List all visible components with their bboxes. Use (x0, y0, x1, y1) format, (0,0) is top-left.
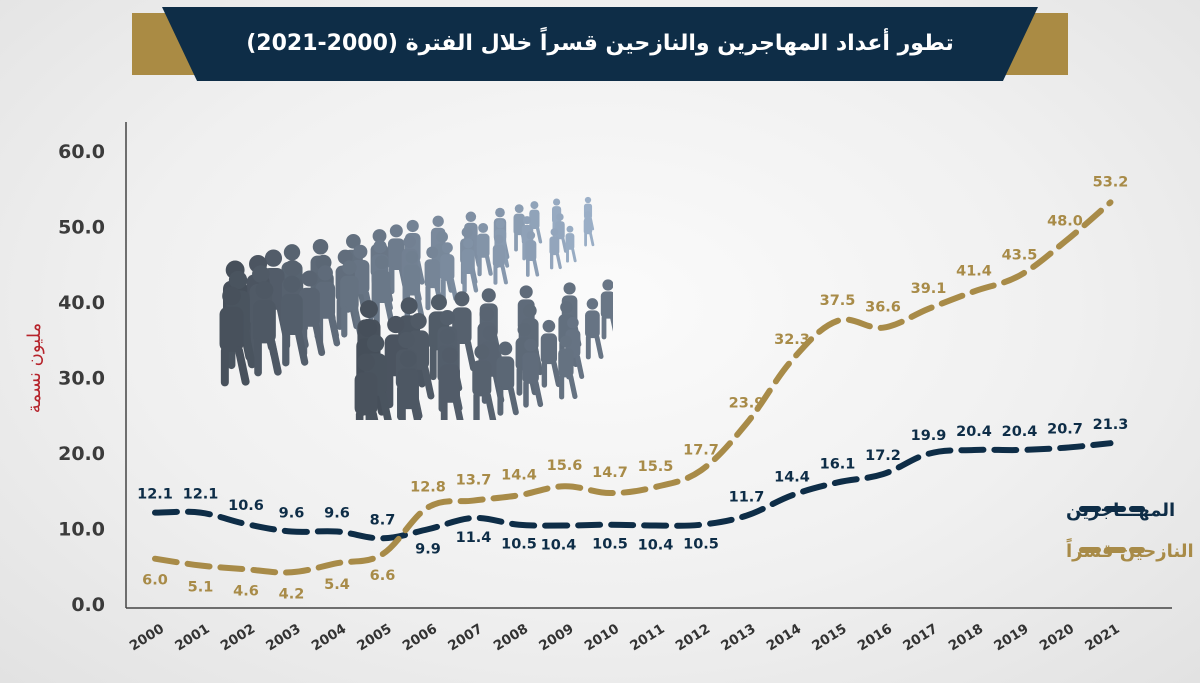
x-tick-label: 2018 (946, 621, 986, 654)
y-tick-label: 10.0 (58, 519, 105, 541)
data-label-migrants: 10.5 (683, 537, 719, 553)
y-tick-label: 40.0 (58, 292, 105, 314)
x-tick-label: 2019 (991, 621, 1031, 654)
data-label-displaced: 39.1 (911, 281, 947, 297)
data-label-migrants: 14.4 (774, 469, 810, 485)
data-label-displaced: 37.5 (820, 293, 856, 309)
x-tick-label: 2005 (354, 621, 394, 654)
data-label-migrants: 19.9 (911, 428, 947, 444)
data-labels: 12.1 12.110.6 9.6 9.6 8.79.911.4 10.5 10.4 10.5… (137, 174, 1128, 602)
data-label-displaced: 6.6 (370, 568, 396, 584)
data-label-displaced: 14.7 (592, 465, 628, 481)
x-tick-label: 2016 (855, 621, 895, 654)
data-label-displaced: 23.9 (729, 396, 765, 412)
y-tick-label: 0.0 (71, 594, 105, 616)
x-tick-label: 2004 (309, 621, 349, 654)
series-displaced-line (152, 199, 1114, 576)
x-tick-label: 2012 (673, 621, 713, 654)
data-label-displaced: 41.4 (956, 263, 992, 279)
x-tick-label: 2008 (491, 621, 531, 654)
data-label-migrants: 9.6 (324, 506, 350, 522)
series-migrants-line (152, 440, 1114, 542)
x-tick-label: 2014 (764, 621, 804, 654)
data-label-displaced: 17.7 (683, 442, 719, 458)
data-label-displaced: 15.5 (638, 459, 674, 475)
data-label-migrants: 16.1 (820, 456, 856, 472)
data-label-migrants: 8.7 (370, 512, 396, 528)
legend: المهـــاجرين النازحين قسراً (1066, 500, 1194, 562)
data-label-displaced: 4.2 (279, 586, 305, 602)
data-label-displaced: 36.6 (865, 300, 901, 316)
data-label-migrants: 11.7 (729, 490, 765, 506)
page-title: تطور أعداد المهاجرين والنازحين قسراً خلا… (246, 31, 954, 56)
data-label-migrants: 10.5 (501, 537, 537, 553)
data-label-displaced: 32.3 (774, 332, 810, 348)
data-label-migrants: 10.6 (228, 498, 264, 514)
data-label-migrants: 11.4 (456, 530, 492, 546)
x-tick-label: 2017 (900, 621, 940, 654)
title-box-navy (162, 7, 1038, 81)
data-label-migrants: 21.3 (1093, 417, 1129, 433)
y-axis-label: مليون نسمة (24, 323, 45, 413)
x-tick-label: 2002 (218, 621, 258, 654)
data-label-migrants: 20.4 (1002, 424, 1038, 440)
x-tick-label: 2009 (536, 621, 576, 654)
y-tick-label: 30.0 (58, 368, 105, 390)
x-tick-label: 2001 (172, 621, 212, 654)
data-label-migrants: 17.2 (865, 448, 901, 464)
data-label-displaced: 48.0 (1047, 214, 1083, 230)
x-tick-label: 2021 (1082, 621, 1122, 654)
data-label-displaced: 53.2 (1093, 174, 1129, 190)
data-label-displaced: 4.6 (233, 583, 259, 599)
y-tick-label: 50.0 (58, 217, 105, 239)
data-label-migrants: 12.1 (183, 487, 219, 503)
data-label-displaced: 6.0 (142, 573, 168, 589)
title-banner: تطور أعداد المهاجرين والنازحين قسراً خلا… (132, 7, 1068, 81)
x-tick-label: 2010 (582, 621, 622, 654)
x-tick-label: 2007 (445, 621, 485, 654)
legend-label: النازحين قسراً (1066, 538, 1194, 562)
chart-axes (125, 122, 1172, 609)
x-tick-label: 2011 (627, 621, 667, 654)
data-label-migrants: 20.7 (1047, 422, 1083, 438)
data-label-displaced: 12.8 (410, 479, 446, 495)
x-tick-label: 2020 (1037, 621, 1077, 654)
y-tick-label: 60.0 (58, 141, 105, 163)
y-tick-labels: 0.0 10.0 20.0 30.0 40.0 50.0 60.0 (58, 141, 105, 616)
data-label-displaced: 5.4 (324, 577, 350, 593)
data-label-displaced: 14.4 (501, 467, 537, 483)
data-label-displaced: 43.5 (1002, 248, 1038, 264)
legend-label: المهـــاجرين (1066, 500, 1175, 521)
x-tick-labels: 2000 2001 2002 2003 2004 2005 2006 2007 2008 2009… (127, 621, 1123, 654)
data-label-migrants: 12.1 (137, 487, 173, 503)
data-label-migrants: 10.4 (638, 537, 674, 553)
data-label-migrants: 9.9 (415, 541, 441, 557)
x-tick-label: 2015 (809, 621, 849, 654)
data-label-migrants: 10.5 (592, 537, 628, 553)
x-tick-label: 2003 (263, 621, 303, 654)
x-tick-label: 2000 (127, 621, 167, 654)
data-label-displaced: 5.1 (188, 579, 214, 595)
data-label-displaced: 13.7 (456, 473, 492, 489)
x-tick-label: 2006 (400, 621, 440, 654)
x-tick-label: 2013 (718, 621, 758, 654)
data-label-migrants: 9.6 (279, 506, 305, 522)
y-tick-label: 20.0 (58, 443, 105, 465)
data-label-displaced: 15.6 (547, 458, 583, 474)
crowd-of-migrants-illustration (219, 196, 613, 420)
series-lines (152, 199, 1114, 576)
data-label-migrants: 20.4 (956, 424, 992, 440)
data-label-migrants: 10.4 (541, 537, 577, 553)
